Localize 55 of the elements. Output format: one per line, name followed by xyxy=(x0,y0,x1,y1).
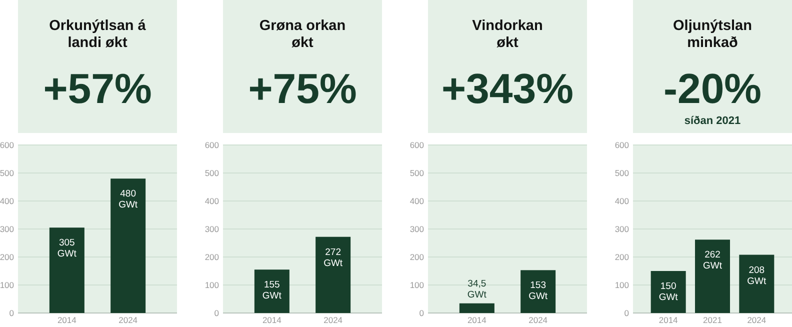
y-tick-label: 500 xyxy=(410,168,424,178)
data-label: 480 GWt xyxy=(118,188,138,211)
x-tick-label: 2014 xyxy=(467,315,487,325)
y-tick-label: 400 xyxy=(410,196,424,206)
data-label: 155 GWt xyxy=(262,280,282,302)
chart-subtitle: -20% xyxy=(663,65,762,112)
text: síðan 2021 xyxy=(684,115,741,127)
y-tick-label: 600 xyxy=(204,140,220,150)
y-tick-label: 100 xyxy=(614,280,630,290)
y-tick-label: 0 xyxy=(624,308,630,318)
y-tick-label: 500 xyxy=(204,168,220,178)
y-tick-label: 200 xyxy=(0,252,14,262)
data-label: 272 GWt xyxy=(324,246,343,269)
y-tick-label: 400 xyxy=(614,196,630,206)
chart-title: Vindorkan økt xyxy=(472,18,543,51)
y-tick-label: 600 xyxy=(410,140,424,150)
y-tick-label: 600 xyxy=(614,140,630,150)
x-tick-label: 2021 xyxy=(703,315,722,325)
x-tick-label: 2024 xyxy=(528,315,548,325)
y-tick-label: 200 xyxy=(204,252,220,262)
y-tick-label: 600 xyxy=(0,140,14,150)
chart-subtitle: +57% xyxy=(43,65,152,112)
x-tick-label: 2024 xyxy=(747,315,766,325)
y-tick-label: 100 xyxy=(204,280,220,290)
y-tick-label: 100 xyxy=(0,280,14,290)
x-tick-label: 2014 xyxy=(57,315,77,325)
chart-title: Orkunýtlsan á landi økt xyxy=(49,18,147,51)
chart-subtitle: +343% xyxy=(442,65,574,112)
chart-subtitle: +75% xyxy=(248,65,357,112)
y-tick-label: 500 xyxy=(614,168,630,178)
y-tick-label: 100 xyxy=(410,280,424,290)
y-tick-label: 0 xyxy=(9,308,14,318)
data-label: 262 GWt xyxy=(703,250,722,272)
x-tick-label: 2014 xyxy=(262,315,282,325)
chart-title: Grøna orkan økt xyxy=(259,18,346,51)
x-tick-label: 2014 xyxy=(658,315,678,325)
data-label: 150 GWt xyxy=(658,281,678,303)
y-tick-label: 300 xyxy=(614,224,630,234)
y-tick-label: 200 xyxy=(410,252,424,262)
data-label: 34,5 GWt xyxy=(467,278,487,300)
data-label: 305 GWt xyxy=(57,238,77,260)
y-tick-label: 300 xyxy=(410,224,424,234)
y-tick-label: 0 xyxy=(419,308,424,318)
y-tick-label: 200 xyxy=(614,252,630,262)
y-tick-label: 300 xyxy=(0,224,14,234)
y-tick-label: 0 xyxy=(214,308,220,318)
y-tick-label: 500 xyxy=(0,168,14,178)
x-tick-label: 2024 xyxy=(118,315,138,325)
chart-title: Oljunýtslan minkað xyxy=(673,18,752,51)
x-tick-label: 2024 xyxy=(324,315,343,325)
y-tick-label: 400 xyxy=(0,196,14,206)
data-label: 153 GWt xyxy=(528,280,548,302)
data-label: 208 GWt xyxy=(747,264,767,287)
y-tick-label: 400 xyxy=(204,196,220,206)
y-tick-label: 300 xyxy=(204,224,220,234)
